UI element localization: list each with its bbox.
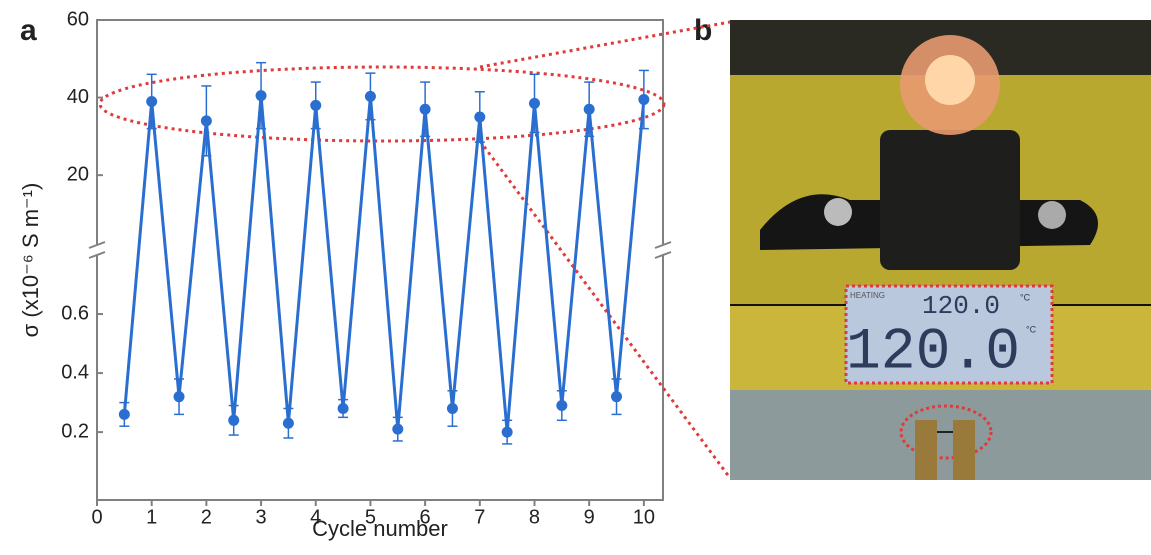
photo: [730, 20, 1151, 480]
y-tick-label: 20: [67, 163, 89, 185]
data-point: [392, 423, 404, 435]
x-tick-label: 4: [310, 507, 321, 529]
y-tick-label: 0.4: [61, 361, 89, 383]
data-point: [310, 99, 322, 111]
data-point: [474, 111, 486, 123]
lcd-mode: HEATING: [850, 291, 885, 300]
x-tick-label: 1: [146, 507, 157, 529]
y-tick-label: 40: [67, 86, 89, 108]
zoom-annotation: [98, 20, 732, 479]
data-point: [228, 414, 240, 426]
lcd-setpoint: 120.0: [922, 291, 1000, 321]
x-tick-label: 3: [255, 507, 266, 529]
y-tick-label: 0.6: [61, 302, 89, 324]
lcd-reading: 120.0: [846, 320, 1020, 385]
data-point: [556, 400, 568, 412]
y-axis-label: σ (x10⁻⁶ S m⁻¹): [18, 183, 43, 338]
data-point: [583, 103, 595, 115]
x-tick-label: 7: [474, 507, 485, 529]
data-point: [146, 95, 158, 107]
data-point: [364, 90, 376, 102]
data-point: [282, 417, 294, 429]
x-tick-label: 10: [633, 507, 655, 529]
x-tick-label: 5: [365, 507, 376, 529]
x-tick-label: 9: [584, 507, 595, 529]
data-point: [118, 408, 130, 420]
x-tick-label: 0: [91, 507, 102, 529]
lcd-unit: °C: [1026, 324, 1037, 334]
x-axis-label: Cycle number: [312, 516, 448, 541]
x-tick-label: 2: [201, 507, 212, 529]
data-point: [419, 103, 431, 115]
y-tick-label: 60: [67, 8, 89, 30]
data-point: [200, 115, 212, 127]
panel-label: a: [20, 14, 37, 47]
data-point: [611, 391, 623, 403]
data-point: [337, 402, 349, 414]
plot-frame: [96, 19, 664, 501]
y-tick-label: 0.2: [61, 420, 89, 442]
data-point: [528, 97, 540, 109]
x-tick-label: 6: [420, 507, 431, 529]
data-point: [501, 426, 513, 438]
data-point: [446, 402, 458, 414]
x-tick-label: 8: [529, 507, 540, 529]
data-point: [255, 90, 267, 102]
axis-break: [88, 241, 672, 259]
series-line: [122, 95, 646, 433]
panel-label: b: [694, 14, 712, 47]
data-point: [638, 94, 650, 106]
data-point: [173, 391, 185, 403]
lcd-unit: °C: [1020, 292, 1031, 302]
